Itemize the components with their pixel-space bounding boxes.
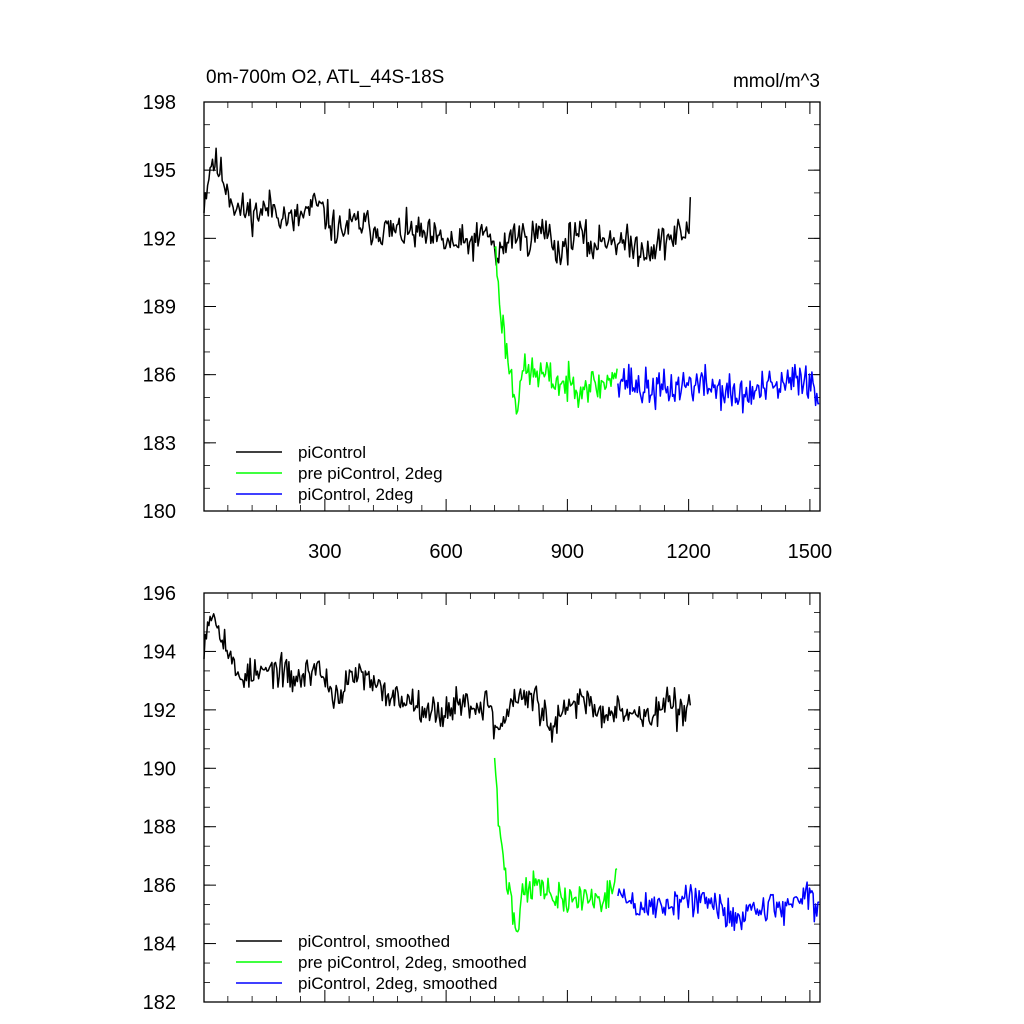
- top-series-line-2: [494, 246, 618, 415]
- bottom-ticks: [204, 592, 820, 1003]
- top-y-tick-label: 192: [143, 228, 176, 250]
- top-series-line-3: [617, 363, 820, 414]
- bottom-y-tick-label: 188: [143, 817, 176, 839]
- bottom-series-lines: [203, 613, 820, 933]
- top-x-tick-label: 1200: [666, 541, 711, 563]
- top-y-tick-label: 183: [143, 433, 176, 455]
- bottom-legend: piControl, smoothed pre piControl, 2deg, …: [236, 932, 527, 993]
- top-x-tick-label: 900: [551, 541, 584, 563]
- bottom-y-tick-label: 182: [143, 992, 176, 1014]
- bottom-y-tick-labels: 182 184 186 188 190 192 194 196: [143, 583, 176, 1014]
- bottom-legend-label-2: pre piControl, 2deg, smoothed: [298, 953, 527, 972]
- bottom-legend-label-3: piControl, 2deg, smoothed: [298, 974, 497, 993]
- top-y-tick-labels: 180 183 186 189 192 195 198: [143, 92, 176, 523]
- bottom-y-tick-label: 186: [143, 875, 176, 897]
- bottom-y-tick-label: 184: [143, 934, 176, 956]
- top-y-tick-label: 180: [143, 501, 176, 523]
- bottom-plot-frame: [203, 592, 821, 1003]
- top-x-tick-label: 1500: [788, 541, 833, 563]
- top-y-tick-label: 198: [143, 92, 176, 114]
- bottom-series-line-1: [203, 613, 692, 743]
- top-y-tick-label: 189: [143, 297, 176, 319]
- top-ticks: [204, 101, 820, 512]
- bottom-y-tick-label: 192: [143, 700, 176, 722]
- top-series-line-1: [203, 147, 692, 268]
- top-y-tick-label: 195: [143, 160, 176, 182]
- top-title-right: mmol/m^3: [733, 71, 820, 92]
- top-legend: piControl pre piControl, 2deg piControl, 2…: [236, 443, 443, 504]
- top-x-tick-labels: 300 600 900 1200 1500: [308, 541, 832, 563]
- bottom-y-tick-label: 190: [143, 758, 176, 780]
- top-x-tick-label: 300: [308, 541, 341, 563]
- top-legend-label-3: piControl, 2deg: [298, 485, 413, 504]
- top-x-tick-label: 600: [429, 541, 462, 563]
- top-plot-frame: [203, 101, 821, 512]
- top-y-tick-label: 186: [143, 365, 176, 387]
- top-title-left: 0m-700m O2, ATL_44S-18S: [206, 67, 444, 88]
- top-legend-label-1: piControl: [298, 443, 366, 462]
- bottom-panel: 182 184 186 188 190 192 194 196 piControl, smoo…: [143, 583, 821, 1014]
- top-legend-label-2: pre piControl, 2deg: [298, 464, 443, 483]
- bottom-series-line-3: [617, 881, 820, 932]
- bottom-legend-label-1: piControl, smoothed: [298, 932, 450, 951]
- top-panel: 0m-700m O2, ATL_44S-18S mmol/m^3 1801831…: [143, 67, 833, 563]
- bottom-series-line-2: [493, 757, 618, 933]
- bottom-y-tick-label: 194: [143, 641, 176, 663]
- top-series-lines: [203, 147, 820, 415]
- bottom-y-tick-label: 196: [143, 583, 176, 605]
